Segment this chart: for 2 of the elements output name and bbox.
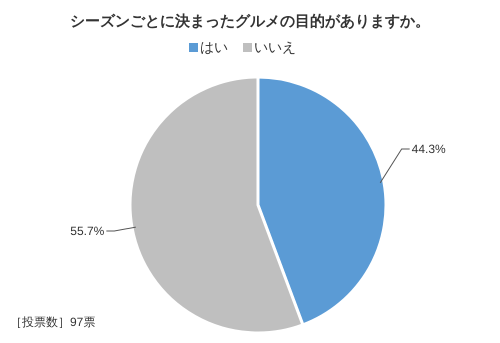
- annotation: ［投票数］97票: [10, 315, 96, 329]
- title: シーズンごとに決まったグルメの目的がありますか。: [70, 13, 430, 30]
